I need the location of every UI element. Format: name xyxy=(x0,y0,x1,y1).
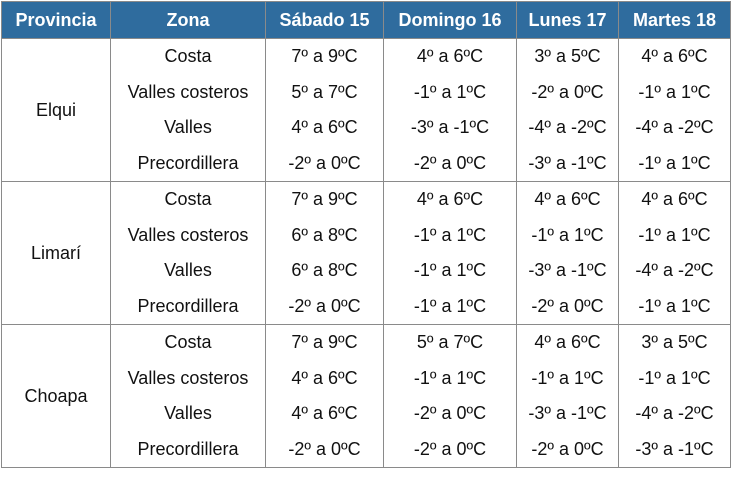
temperature-cell: -1º a 1ºC xyxy=(383,288,517,325)
temperature-cell: -1º a 1ºC xyxy=(618,217,731,253)
temperature-cell: -1º a 1ºC xyxy=(618,360,731,396)
zone-cell: Costa xyxy=(110,324,266,361)
temperature-cell: -1º a 1ºC xyxy=(618,74,731,110)
temperature-cell: 4º a 6ºC xyxy=(383,38,517,75)
zone-cell: Costa xyxy=(110,181,266,218)
column-header: Sábado 15 xyxy=(265,1,384,39)
column-header: Domingo 16 xyxy=(383,1,517,39)
table-row: Precordillera -2º a 0ºC -2º a 0ºC -2º a 0ºC… xyxy=(2,431,731,468)
zone-cell: Valles xyxy=(110,253,266,289)
table-row: Valles 6º a 8ºC -1º a 1ºC -3º a -1ºC -4º a -… xyxy=(2,253,731,289)
temperature-cell: -1º a 1ºC xyxy=(383,74,517,110)
table-body: Elqui Costa 7º a 9ºC 4º a 6ºC 3º a 5ºC 4º a 6… xyxy=(1,38,731,468)
temperature-cell: -4º a -2ºC xyxy=(618,110,731,146)
temperature-cell: -3º a -1ºC xyxy=(383,110,517,146)
temperature-cell: 4º a 6ºC xyxy=(516,181,619,218)
temperature-cell: -1º a 1ºC xyxy=(383,217,517,253)
zone-cell: Precordillera xyxy=(110,288,266,325)
temperature-cell: 7º a 9ºC xyxy=(265,324,384,361)
temperature-cell: 4º a 6ºC xyxy=(618,181,731,218)
temperature-cell: 7º a 9ºC xyxy=(265,38,384,75)
table-row: Choapa Costa 7º a 9ºC 5º a 7ºC 4º a 6ºC 3º a … xyxy=(1,324,731,468)
temperature-cell: -3º a -1ºC xyxy=(516,396,619,432)
temperature-cell: -4º a -2ºC xyxy=(618,253,731,289)
temperature-cell: -1º a 1ºC xyxy=(516,217,619,253)
zone-cell: Precordillera xyxy=(110,145,266,182)
temperature-cell: 6º a 8ºC xyxy=(265,217,384,253)
table-row: Valles 4º a 6ºC -3º a -1ºC -4º a -2ºC -4º a … xyxy=(2,110,731,146)
table-row: Precordillera -2º a 0ºC -1º a 1ºC -2º a 0ºC… xyxy=(2,288,731,325)
temperature-cell: 4º a 6ºC xyxy=(265,360,384,396)
temperature-cell: -2º a 0ºC xyxy=(383,145,517,182)
zone-cell: Valles costeros xyxy=(110,360,266,396)
zone-cell: Valles xyxy=(110,396,266,432)
temperature-cell: -2º a 0ºC xyxy=(516,431,619,468)
table-row: Valles costeros 6º a 8ºC -1º a 1ºC -1º a 1º… xyxy=(2,217,731,253)
table-row: Valles 4º a 6ºC -2º a 0ºC -3º a -1ºC -4º a -… xyxy=(2,396,731,432)
temperature-cell: 3º a 5ºC xyxy=(516,38,619,75)
temperature-cell: -1º a 1ºC xyxy=(618,145,731,182)
temperature-cell: 4º a 6ºC xyxy=(618,38,731,75)
temperature-cell: -1º a 1ºC xyxy=(383,360,517,396)
zone-cell: Costa xyxy=(110,38,266,75)
temperature-cell: -1º a 1ºC xyxy=(383,253,517,289)
temperature-cell: -1º a 1ºC xyxy=(516,360,619,396)
table-row: Valles costeros 5º a 7ºC -1º a 1ºC -2º a 0º… xyxy=(2,74,731,110)
temperature-cell: -2º a 0ºC xyxy=(265,145,384,182)
temperature-cell: 4º a 6ºC xyxy=(265,110,384,146)
temperature-cell: -3º a -1ºC xyxy=(516,145,619,182)
column-header: Zona xyxy=(110,1,266,39)
forecast-table: Provincia Zona Sábado 15 Domingo 16 Lunes 17… xyxy=(1,1,731,468)
zone-cell: Precordillera xyxy=(110,431,266,468)
temperature-cell: -2º a 0ºC xyxy=(516,74,619,110)
temperature-cell: -2º a 0ºC xyxy=(383,396,517,432)
temperature-cell: 5º a 7ºC xyxy=(383,324,517,361)
province-cell: Choapa xyxy=(1,324,111,468)
temperature-cell: 3º a 5ºC xyxy=(618,324,731,361)
zone-cell: Valles xyxy=(110,110,266,146)
column-header: Provincia xyxy=(1,1,111,39)
header-row: Provincia Zona Sábado 15 Domingo 16 Lunes 17… xyxy=(1,1,731,39)
temperature-cell: -1º a 1ºC xyxy=(618,288,731,325)
temperature-cell: -2º a 0ºC xyxy=(516,288,619,325)
temperature-cell: -3º a -1ºC xyxy=(618,431,731,468)
province-cell: Elqui xyxy=(1,38,111,182)
temperature-cell: -4º a -2ºC xyxy=(618,396,731,432)
temperature-cell: 4º a 6ºC xyxy=(383,181,517,218)
temperature-cell: 4º a 6ºC xyxy=(265,396,384,432)
temperature-cell: -2º a 0ºC xyxy=(265,431,384,468)
temperature-cell: 6º a 8ºC xyxy=(265,253,384,289)
table-row: Limarí Costa 7º a 9ºC 4º a 6ºC 4º a 6ºC 4º a … xyxy=(1,181,731,325)
temperature-cell: 7º a 9ºC xyxy=(265,181,384,218)
zone-cell: Valles costeros xyxy=(110,217,266,253)
column-header: Martes 18 xyxy=(618,1,731,39)
column-header: Lunes 17 xyxy=(516,1,619,39)
temperature-cell: -2º a 0ºC xyxy=(383,431,517,468)
temperature-cell: -4º a -2ºC xyxy=(516,110,619,146)
temperature-cell: 5º a 7ºC xyxy=(265,74,384,110)
province-cell: Limarí xyxy=(1,181,111,325)
table-row: Precordillera -2º a 0ºC -2º a 0ºC -3º a -1º… xyxy=(2,145,731,182)
table-row: Elqui Costa 7º a 9ºC 4º a 6ºC 3º a 5ºC 4º a 6… xyxy=(1,38,731,182)
temperature-cell: -3º a -1ºC xyxy=(516,253,619,289)
table-row: Valles costeros 4º a 6ºC -1º a 1ºC -1º a 1º… xyxy=(2,360,731,396)
temperature-cell: -2º a 0ºC xyxy=(265,288,384,325)
temperature-cell: 4º a 6ºC xyxy=(516,324,619,361)
zone-cell: Valles costeros xyxy=(110,74,266,110)
